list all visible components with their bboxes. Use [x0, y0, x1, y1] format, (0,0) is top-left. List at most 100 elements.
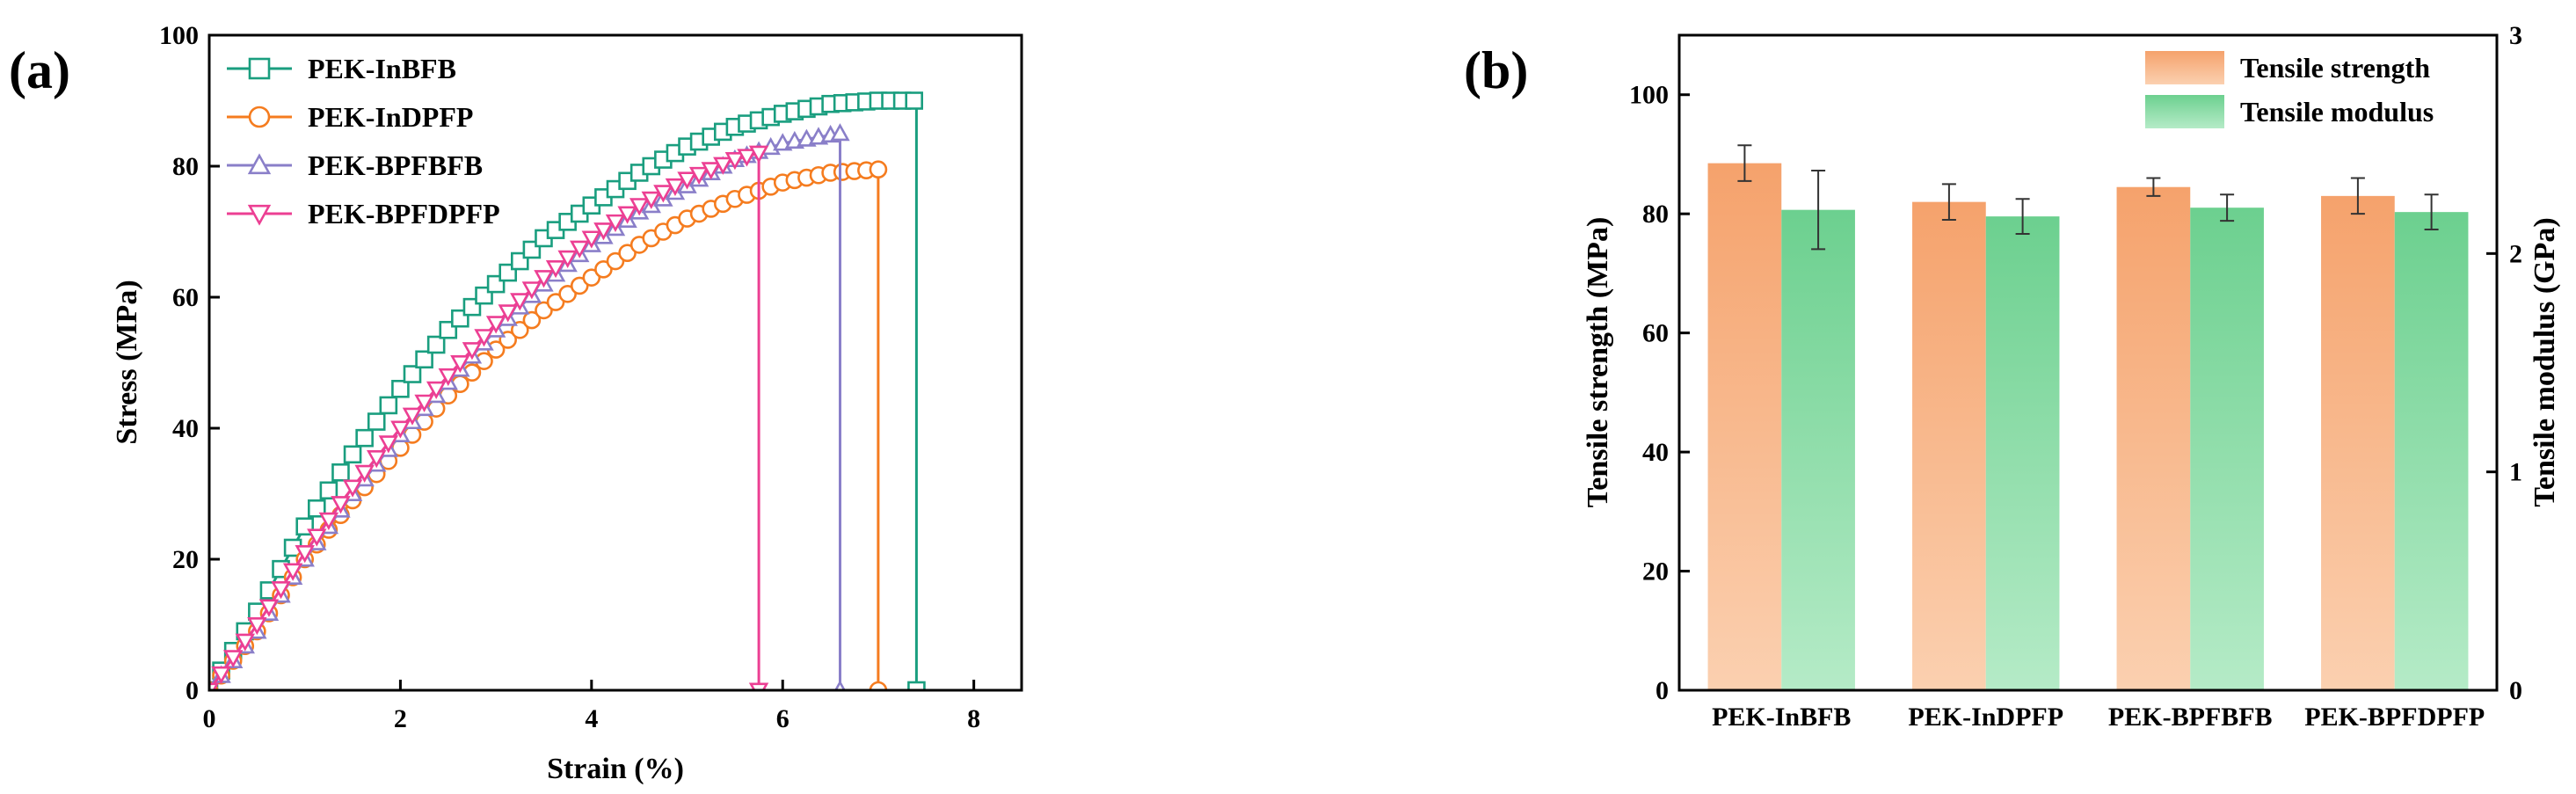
legend-item: Tensile modulus: [2145, 95, 2434, 128]
legend-label: Tensile strength: [2240, 52, 2430, 84]
bar: [1912, 201, 1986, 691]
data-point: [724, 152, 746, 171]
legend-item: PEK-InDPFP: [227, 101, 473, 133]
data-point: [331, 496, 351, 514]
y-tick-label-a: 40: [172, 414, 199, 443]
y-axis-title-b-left: Tensile strength (MPa): [1582, 217, 1614, 508]
legend-label: PEK-InDPFP: [308, 101, 473, 133]
bar: [2321, 195, 2395, 690]
category-label: PEK-BPFBFB: [2108, 703, 2273, 732]
legend-b: Tensile strength Tensile modulus: [2145, 51, 2434, 128]
data-point: [402, 407, 423, 426]
data-point: [737, 149, 757, 167]
y-tick-label-b: 40: [1642, 438, 1669, 467]
data-point: [653, 185, 673, 203]
data-point: [438, 368, 458, 387]
legend-marker: [248, 106, 271, 128]
data-point: [701, 162, 721, 180]
legend-a: PEK-InBFB PEK-InDPFP PEK-BPFBFB PEK-BPFDPFP: [227, 53, 500, 229]
data-point: [534, 270, 554, 288]
data-point: [426, 381, 447, 399]
data-point: [295, 545, 315, 564]
data-point: [403, 365, 422, 383]
bar: [2394, 212, 2469, 690]
y-tick-label-a: 20: [172, 545, 199, 574]
legend-marker: [247, 153, 272, 175]
data-point: [235, 633, 255, 652]
tensile-property-chart: (b) PEK-InBFB PEK-InDPFP PEK-BPFBFB PEK-BPF…: [1464, 21, 2561, 732]
legend-item: PEK-BPFDPFP: [227, 198, 500, 229]
data-point: [510, 320, 529, 339]
data-point: [641, 191, 661, 209]
y2-tick-label-b: 2: [2509, 239, 2522, 268]
data-point: [414, 394, 434, 412]
data-point: [391, 379, 410, 398]
data-point: [869, 160, 888, 179]
bar: [1707, 163, 1782, 690]
data-point: [617, 206, 637, 224]
data-point: [307, 528, 327, 547]
data-point: [570, 240, 590, 259]
data-point: [367, 450, 387, 469]
bar: [2190, 208, 2264, 690]
data-point: [426, 335, 446, 354]
data-point: [748, 145, 769, 164]
legend-label: PEK-BPFBFB: [308, 149, 483, 181]
data-point: [331, 463, 350, 482]
y-tick-label-b: 80: [1642, 200, 1669, 229]
bar: [2116, 186, 2191, 691]
data-point: [557, 250, 578, 268]
data-point: [629, 198, 650, 216]
data-point: [907, 681, 926, 690]
legend-item: PEK-BPFBFB: [227, 149, 483, 181]
data-point: [905, 91, 924, 110]
y2-tick-label-b: 1: [2509, 458, 2522, 487]
y-tick-label-a: 0: [186, 676, 199, 705]
panel-label-a: (a): [9, 41, 70, 99]
data-point: [605, 214, 626, 233]
x-tick-label-a: 4: [585, 704, 598, 733]
x-tick-label-a: 6: [776, 704, 790, 733]
legend-marker: [247, 204, 272, 226]
y-axis-title-b-right: Tensile modulus (GPa): [2529, 217, 2561, 506]
series-pek-bpfdpfp: [209, 145, 769, 690]
data-point: [498, 304, 518, 323]
y2-tick-label-b: 0: [2509, 676, 2522, 705]
data-point: [869, 681, 888, 690]
y-axis-title-a: Stress (MPa): [111, 280, 143, 444]
data-point: [319, 481, 338, 500]
y-tick-label-b: 100: [1629, 81, 1669, 110]
data-point: [209, 682, 220, 690]
bar: [1985, 216, 2060, 690]
x-axis-title-a: Strain (%): [547, 753, 684, 785]
y2-tick-label-b: 3: [2509, 21, 2522, 50]
series-line: [209, 132, 841, 690]
data-point: [415, 350, 433, 369]
x-tick-label-a: 8: [967, 704, 980, 733]
y-tick-label-a: 80: [172, 152, 199, 181]
bar: [1781, 209, 1855, 690]
data-point: [581, 230, 602, 249]
y-tick-label-a: 100: [159, 21, 199, 50]
legend-item: PEK-InBFB: [227, 53, 456, 84]
data-point: [665, 178, 686, 197]
data-point: [367, 412, 386, 431]
data-point: [474, 329, 494, 347]
data-point: [522, 310, 542, 330]
x-tick-label-a: 0: [203, 704, 216, 733]
series-pek-bpfbfb: [209, 123, 850, 690]
data-point: [677, 171, 697, 190]
data-point: [830, 123, 850, 142]
data-point: [545, 259, 566, 279]
series-line: [209, 168, 880, 690]
legend-label: PEK-InBFB: [308, 53, 456, 84]
data-point: [222, 650, 244, 668]
data-point: [510, 293, 530, 311]
data-point: [343, 445, 362, 464]
bars-b: [1707, 144, 2469, 691]
y-tick-label-b: 0: [1655, 676, 1669, 705]
category-label: PEK-InDPFP: [1908, 703, 2063, 732]
